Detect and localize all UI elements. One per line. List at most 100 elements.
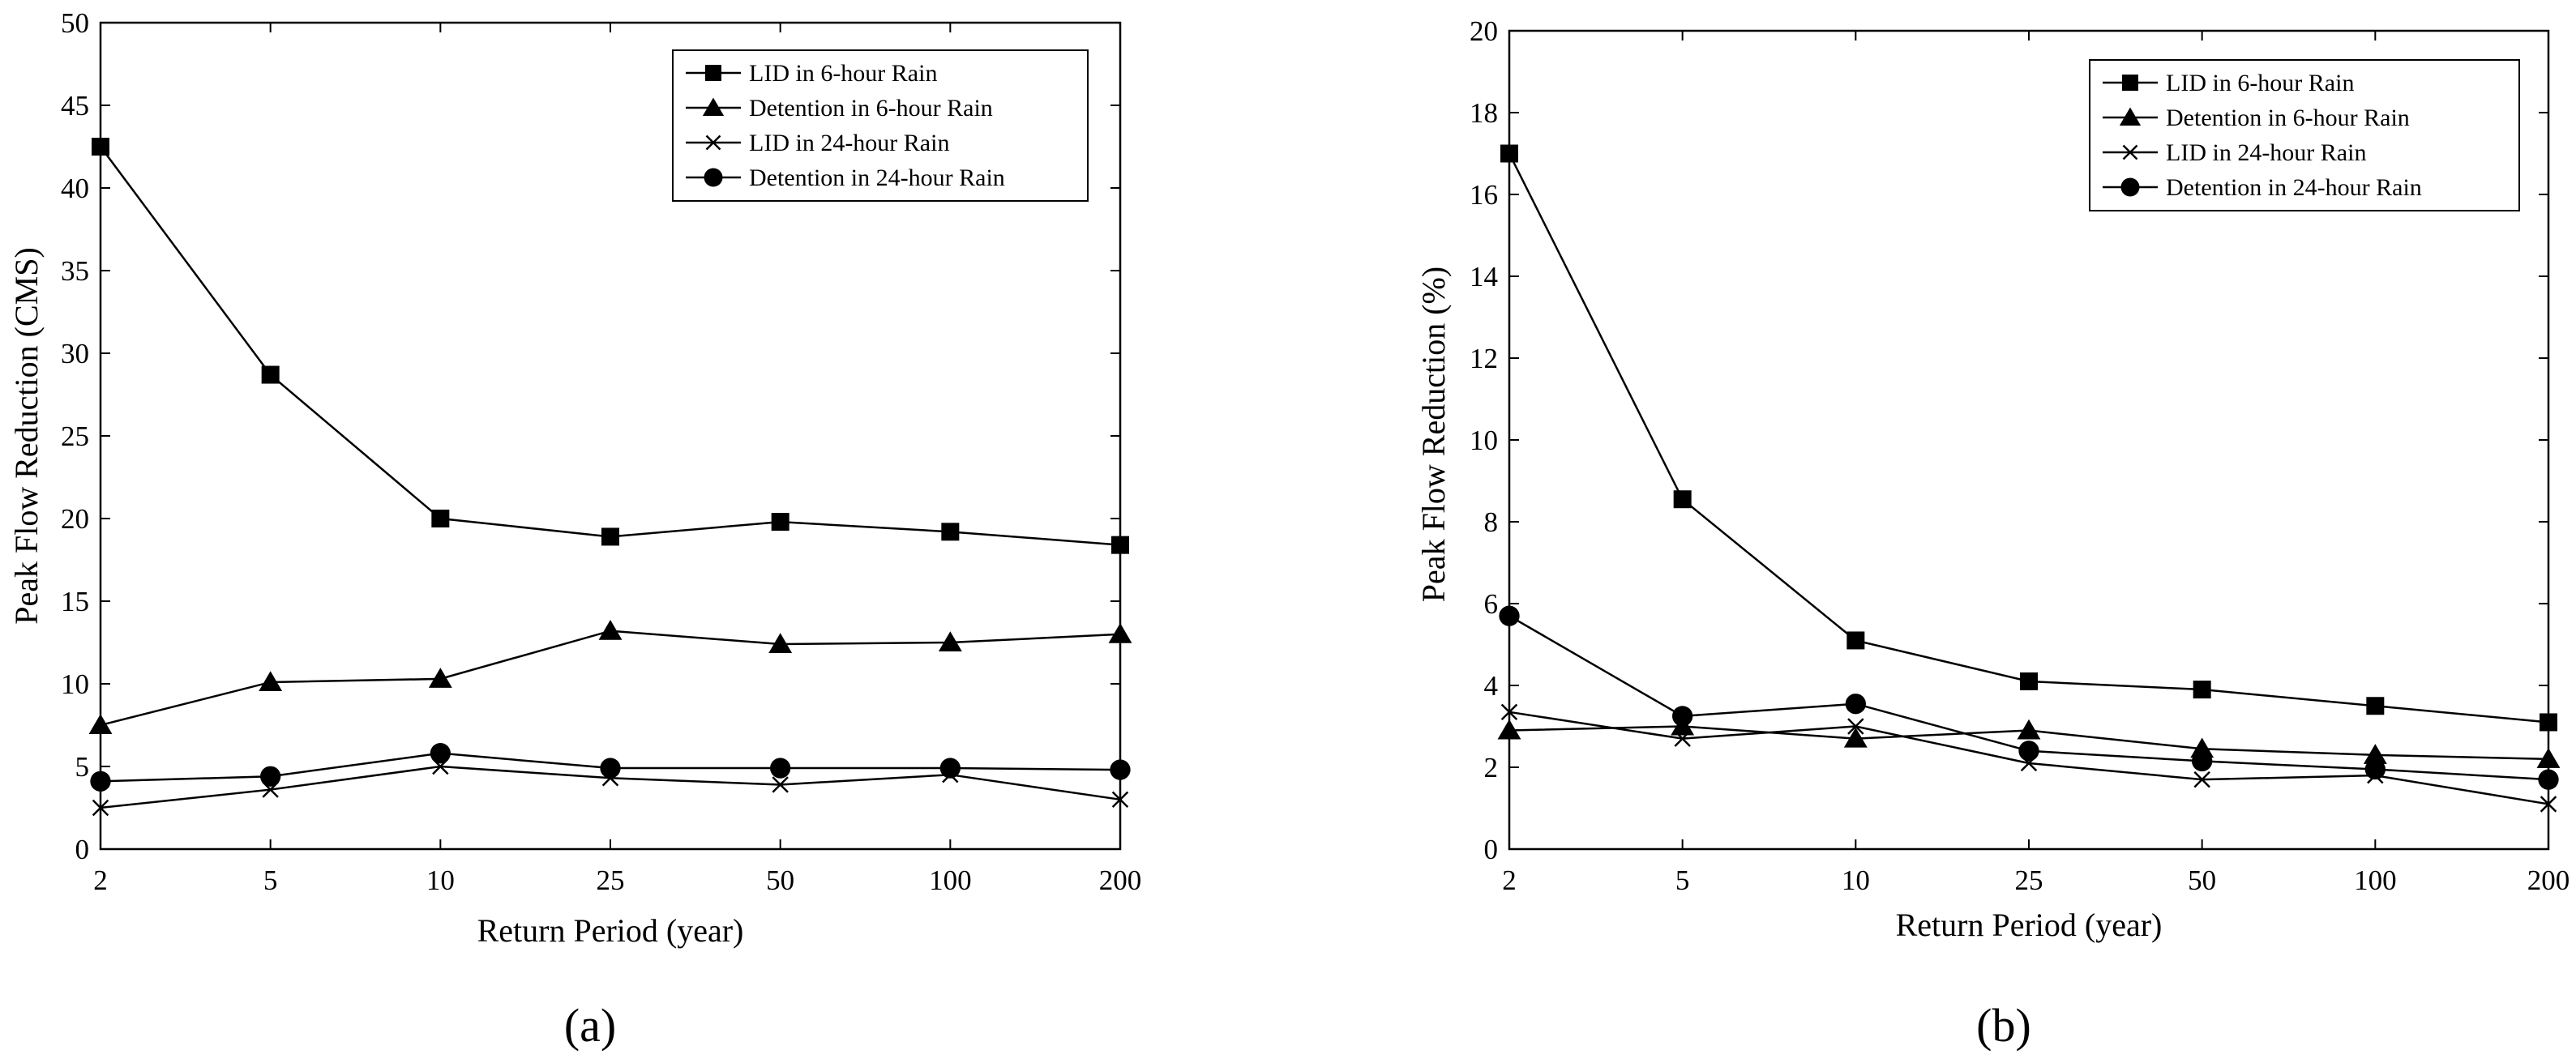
legend-b: LID in 6-hour Rain Detention in 6-hour Ra…	[2089, 59, 2520, 211]
x-tick-label-b: 200	[2527, 864, 2570, 896]
series-layer-b	[1497, 144, 2561, 813]
legend-label-a: Detention in 24-hour Rain	[749, 164, 1005, 191]
x-tick-label-a: 200	[1099, 864, 1142, 896]
legend-label-b: LID in 6-hour Rain	[2166, 70, 2354, 96]
legend-marker-triangle-b	[2119, 107, 2142, 126]
data-point-triangle-b	[2017, 719, 2041, 740]
y-tick-label-a: 40	[61, 173, 89, 204]
data-point-square-a	[771, 513, 789, 532]
legend-box-a	[672, 49, 1089, 202]
data-point-square-a	[1111, 536, 1129, 554]
series-line-square-a	[99, 146, 1121, 546]
y-tick-label-a: 25	[61, 421, 89, 452]
data-point-triangle-a	[598, 619, 623, 640]
x-axis-label-a: Return Period (year)	[477, 912, 744, 949]
data-point-circle-b	[2364, 758, 2386, 780]
y-tick-label-b: 18	[1470, 97, 1498, 129]
data-point-triangle-a	[768, 633, 793, 654]
panel-label-b: (b)	[1976, 999, 2031, 1052]
data-point-circle-b	[2018, 741, 2039, 762]
data-point-circle-a	[260, 766, 281, 787]
data-point-square-a	[261, 365, 280, 384]
x-axis-label-b: Return Period (year)	[1896, 907, 2163, 943]
x-tick-label-a: 5	[263, 864, 278, 896]
data-point-square-a	[941, 523, 960, 541]
data-point-circle-a	[770, 758, 791, 779]
series-line-triangle-a	[100, 630, 1121, 727]
legend-a: LID in 6-hour Rain Detention in 6-hour Ra…	[672, 49, 1089, 202]
data-point-square-a	[601, 527, 619, 546]
panel-label-a: (a)	[564, 999, 616, 1052]
x-tick-label-b: 25	[2015, 864, 2043, 896]
y-tick-label-b: 6	[1484, 588, 1499, 620]
legend-label-b: LID in 24-hour Rain	[2166, 139, 2366, 166]
data-point-triangle-a	[88, 714, 113, 734]
data-point-circle-b	[2192, 750, 2213, 772]
data-point-circle-a	[939, 758, 961, 779]
legend-marker-square-a	[705, 65, 721, 81]
x-tick-label-a: 10	[426, 864, 455, 896]
data-point-square-b	[1673, 490, 1692, 509]
y-axis-label-a: Peak Flow Reduction (CMS)	[8, 247, 45, 625]
data-point-triangle-b	[1497, 719, 1521, 740]
legend-marker-circle-a	[704, 168, 723, 187]
y-tick-label-b: 20	[1470, 15, 1498, 47]
y-tick-label-b: 4	[1484, 670, 1499, 702]
data-point-circle-a	[600, 758, 621, 779]
x-tick-label-a: 100	[929, 864, 972, 896]
legend-label-b: Detention in 24-hour Rain	[2166, 174, 2422, 201]
data-point-circle-b	[1672, 706, 1693, 727]
data-point-circle-b	[1499, 605, 1520, 626]
y-tick-label-a: 20	[61, 503, 89, 535]
y-tick-label-a: 10	[61, 668, 89, 700]
y-tick-label-b: 14	[1470, 261, 1498, 292]
legend-label-b: Detention in 6-hour Rain	[2166, 105, 2410, 131]
legend-label-a: LID in 24-hour Rain	[749, 130, 949, 156]
data-point-square-a	[431, 510, 450, 527]
series-layer-a	[88, 138, 1132, 817]
y-tick-label-b: 16	[1470, 179, 1498, 211]
x-tick-label-b: 100	[2354, 864, 2397, 896]
y-tick-label-b: 8	[1484, 506, 1499, 538]
x-tick-label-b: 10	[1842, 864, 1870, 896]
data-point-x-b	[1500, 703, 1518, 721]
y-tick-label-b: 0	[1484, 834, 1499, 865]
legend-label-a: LID in 6-hour Rain	[749, 60, 937, 87]
x-tick-label-a: 25	[597, 864, 625, 896]
data-point-circle-b	[2538, 769, 2559, 790]
data-point-x-a	[772, 776, 789, 793]
data-point-x-b	[2193, 771, 2210, 788]
data-point-circle-a	[90, 771, 111, 792]
data-point-x-a	[1111, 791, 1129, 809]
data-point-circle-b	[1845, 694, 1866, 715]
data-point-circle-a	[430, 743, 451, 764]
data-point-triangle-a	[259, 671, 283, 691]
legend-marker-x-b	[2122, 144, 2138, 160]
data-point-triangle-b	[2536, 748, 2561, 768]
y-tick-label-a: 15	[61, 586, 89, 617]
x-tick-label-a: 2	[93, 864, 108, 896]
data-point-square-b	[1846, 631, 1865, 650]
data-point-triangle-a	[428, 668, 452, 688]
data-point-square-a	[92, 138, 109, 156]
data-point-x-b	[1847, 718, 1864, 735]
data-point-square-b	[2540, 713, 2557, 732]
data-point-square-b	[2193, 681, 2211, 699]
data-point-triangle-b	[1843, 727, 1868, 748]
y-tick-label-b: 12	[1470, 343, 1498, 374]
data-point-square-b	[2366, 697, 2385, 715]
data-point-x-b	[1674, 730, 1691, 747]
data-point-triangle-a	[1108, 623, 1132, 643]
x-tick-label-b: 5	[1675, 864, 1690, 896]
series-line-square-b	[1508, 152, 2549, 724]
y-tick-label-a: 50	[61, 7, 89, 39]
y-tick-label-a: 35	[61, 255, 89, 287]
data-point-square-b	[2020, 672, 2038, 690]
legend-box-b	[2089, 59, 2520, 211]
data-point-square-b	[1500, 144, 1518, 163]
y-tick-label-b: 10	[1470, 425, 1498, 456]
data-point-x-a	[92, 799, 109, 817]
